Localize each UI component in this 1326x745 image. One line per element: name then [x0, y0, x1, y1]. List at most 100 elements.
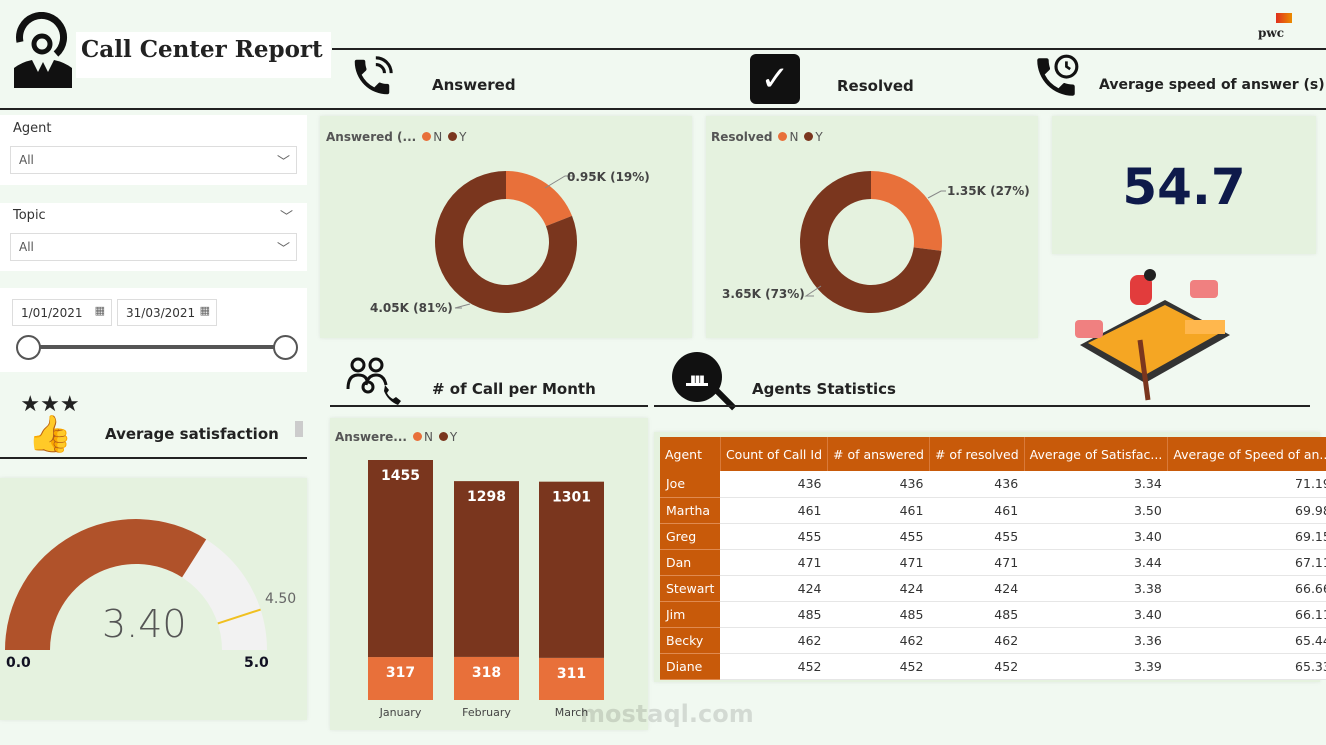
bar-data-label: 1298 — [467, 489, 506, 505]
agent-dropdown-value: All — [19, 153, 34, 167]
resolved-y-label: 3.65K (73%) — [722, 287, 805, 301]
team-call-icon — [346, 357, 401, 405]
table-cell: 461 — [720, 497, 828, 524]
table-cell: 3.36 — [1024, 627, 1168, 654]
table-cell: 462 — [929, 627, 1025, 654]
table-cell: 485 — [929, 601, 1025, 628]
phone-icon — [354, 56, 393, 95]
bar-Y-March[interactable] — [539, 481, 604, 658]
bar-N-February[interactable] — [454, 656, 519, 700]
calls-month-legend: Answere... N Y — [335, 430, 458, 444]
agent-name-cell: Dan — [660, 549, 721, 576]
table-cell: 65.33 — [1167, 653, 1326, 680]
table-cell: 3.34 — [1024, 471, 1168, 498]
headset-agent-icon — [14, 12, 72, 88]
answered-section-title: Answered — [432, 76, 516, 94]
date-slider-start-handle[interactable] — [16, 335, 41, 360]
table-cell: 452 — [929, 653, 1025, 680]
x-tick-label: February — [462, 706, 511, 719]
table-cell: 71.19 — [1167, 471, 1326, 498]
answered-slice-y — [435, 171, 577, 313]
resolved-donut-chart — [800, 171, 946, 313]
gauge-target-marker — [217, 608, 261, 625]
leader-line — [804, 190, 946, 297]
end-date-input[interactable]: 31/03/2021 ▦ — [117, 299, 217, 326]
agent-dropdown[interactable]: All ﹀ — [10, 146, 297, 174]
answered-n-label: 0.95K (19%) — [567, 170, 650, 184]
table-cell: 471 — [827, 549, 930, 576]
date-slider-track[interactable] — [28, 345, 286, 349]
table-cell: 471 — [720, 549, 828, 576]
column-header[interactable]: Count of Call Id — [720, 437, 829, 471]
topic-dropdown-value: All — [19, 240, 34, 254]
resolved-section-title: Resolved — [837, 77, 914, 95]
satisfaction-gauge — [5, 519, 267, 650]
bar-Y-February[interactable] — [454, 481, 519, 657]
pwc-logo: pwc — [1258, 26, 1285, 40]
table-cell: 462 — [827, 627, 930, 654]
watermark: mostaql.com — [580, 700, 754, 728]
agents-section-title: Agents Statistics — [752, 380, 896, 398]
column-header[interactable]: Average of Speed of an... — [1167, 437, 1326, 471]
agent-name-cell: Stewart — [660, 575, 721, 602]
table-cell: 455 — [929, 523, 1025, 550]
table-cell: 424 — [720, 575, 828, 602]
table-cell: 67.11 — [1167, 549, 1326, 576]
table-cell: 461 — [929, 497, 1025, 524]
table-cell: 424 — [827, 575, 930, 602]
agent-name-cell: Diane — [660, 653, 721, 680]
table-cell: 3.39 — [1024, 653, 1168, 680]
agent-name-cell: Martha — [660, 497, 721, 524]
gauge-value: 3.40 — [102, 602, 187, 646]
speed-section-title: Average speed of answer (s) — [1099, 77, 1325, 93]
chevron-down-icon: ﹀ — [276, 242, 290, 257]
column-header[interactable]: Agent — [660, 437, 721, 471]
column-header[interactable]: # of resolved — [929, 437, 1025, 471]
gauge-fill — [5, 519, 207, 650]
gauge-target: 4.50 — [265, 591, 297, 607]
answered-slice-n — [506, 171, 573, 227]
resolved-legend: Resolved N Y — [711, 130, 823, 144]
bar-data-label: 1301 — [552, 490, 591, 506]
table-cell: 455 — [720, 523, 828, 550]
answered-legend: Answered (... N Y — [326, 130, 467, 144]
start-date-input[interactable]: 1/01/2021 ▦ — [12, 299, 112, 326]
scrollbar[interactable] — [295, 421, 303, 437]
table-cell: 436 — [929, 471, 1025, 498]
answered-donut-chart — [435, 171, 577, 313]
table-cell: 69.98 — [1167, 497, 1326, 524]
column-header[interactable]: # of answered — [827, 437, 930, 471]
bar-N-January[interactable] — [368, 657, 433, 700]
topic-dropdown[interactable]: All ﹀ — [10, 233, 297, 261]
topic-filter-label: Topic — [13, 208, 46, 223]
chevron-down-icon[interactable]: ﹀ — [280, 210, 294, 225]
column-header[interactable]: Average of Satisfac... — [1024, 437, 1169, 471]
table-cell: 69.15 — [1167, 523, 1326, 550]
chevron-down-icon: ﹀ — [276, 155, 290, 170]
page-title: Call Center Report — [81, 36, 323, 63]
table-cell: 66.66 — [1167, 575, 1326, 602]
calendar-icon: ▦ — [94, 304, 105, 317]
end-date-value: 31/03/2021 — [126, 306, 196, 320]
table-cell: 3.50 — [1024, 497, 1168, 524]
bar-data-label: 1455 — [381, 468, 420, 484]
bar-N-March[interactable] — [539, 657, 604, 700]
table-cell: 3.38 — [1024, 575, 1168, 602]
date-slider-end-handle[interactable] — [273, 335, 298, 360]
gauge-max: 5.0 — [244, 655, 269, 671]
bar-data-label: 318 — [472, 665, 501, 681]
table-cell: 424 — [929, 575, 1025, 602]
satisfaction-section-title: Average satisfaction — [105, 425, 279, 443]
x-tick-label: March — [555, 706, 589, 719]
table-cell: 462 — [720, 627, 828, 654]
table-cell: 452 — [827, 653, 930, 680]
bar-Y-January[interactable] — [368, 460, 433, 658]
